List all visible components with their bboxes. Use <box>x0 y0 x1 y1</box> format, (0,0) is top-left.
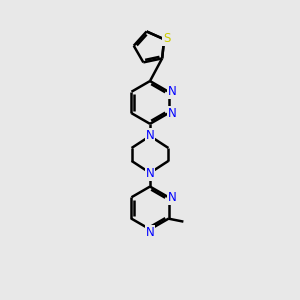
Text: N: N <box>168 85 176 98</box>
Text: N: N <box>146 167 154 180</box>
Text: N: N <box>168 106 176 120</box>
Text: N: N <box>146 226 154 239</box>
Text: N: N <box>146 129 154 142</box>
Text: S: S <box>163 32 170 45</box>
Text: N: N <box>168 191 176 204</box>
